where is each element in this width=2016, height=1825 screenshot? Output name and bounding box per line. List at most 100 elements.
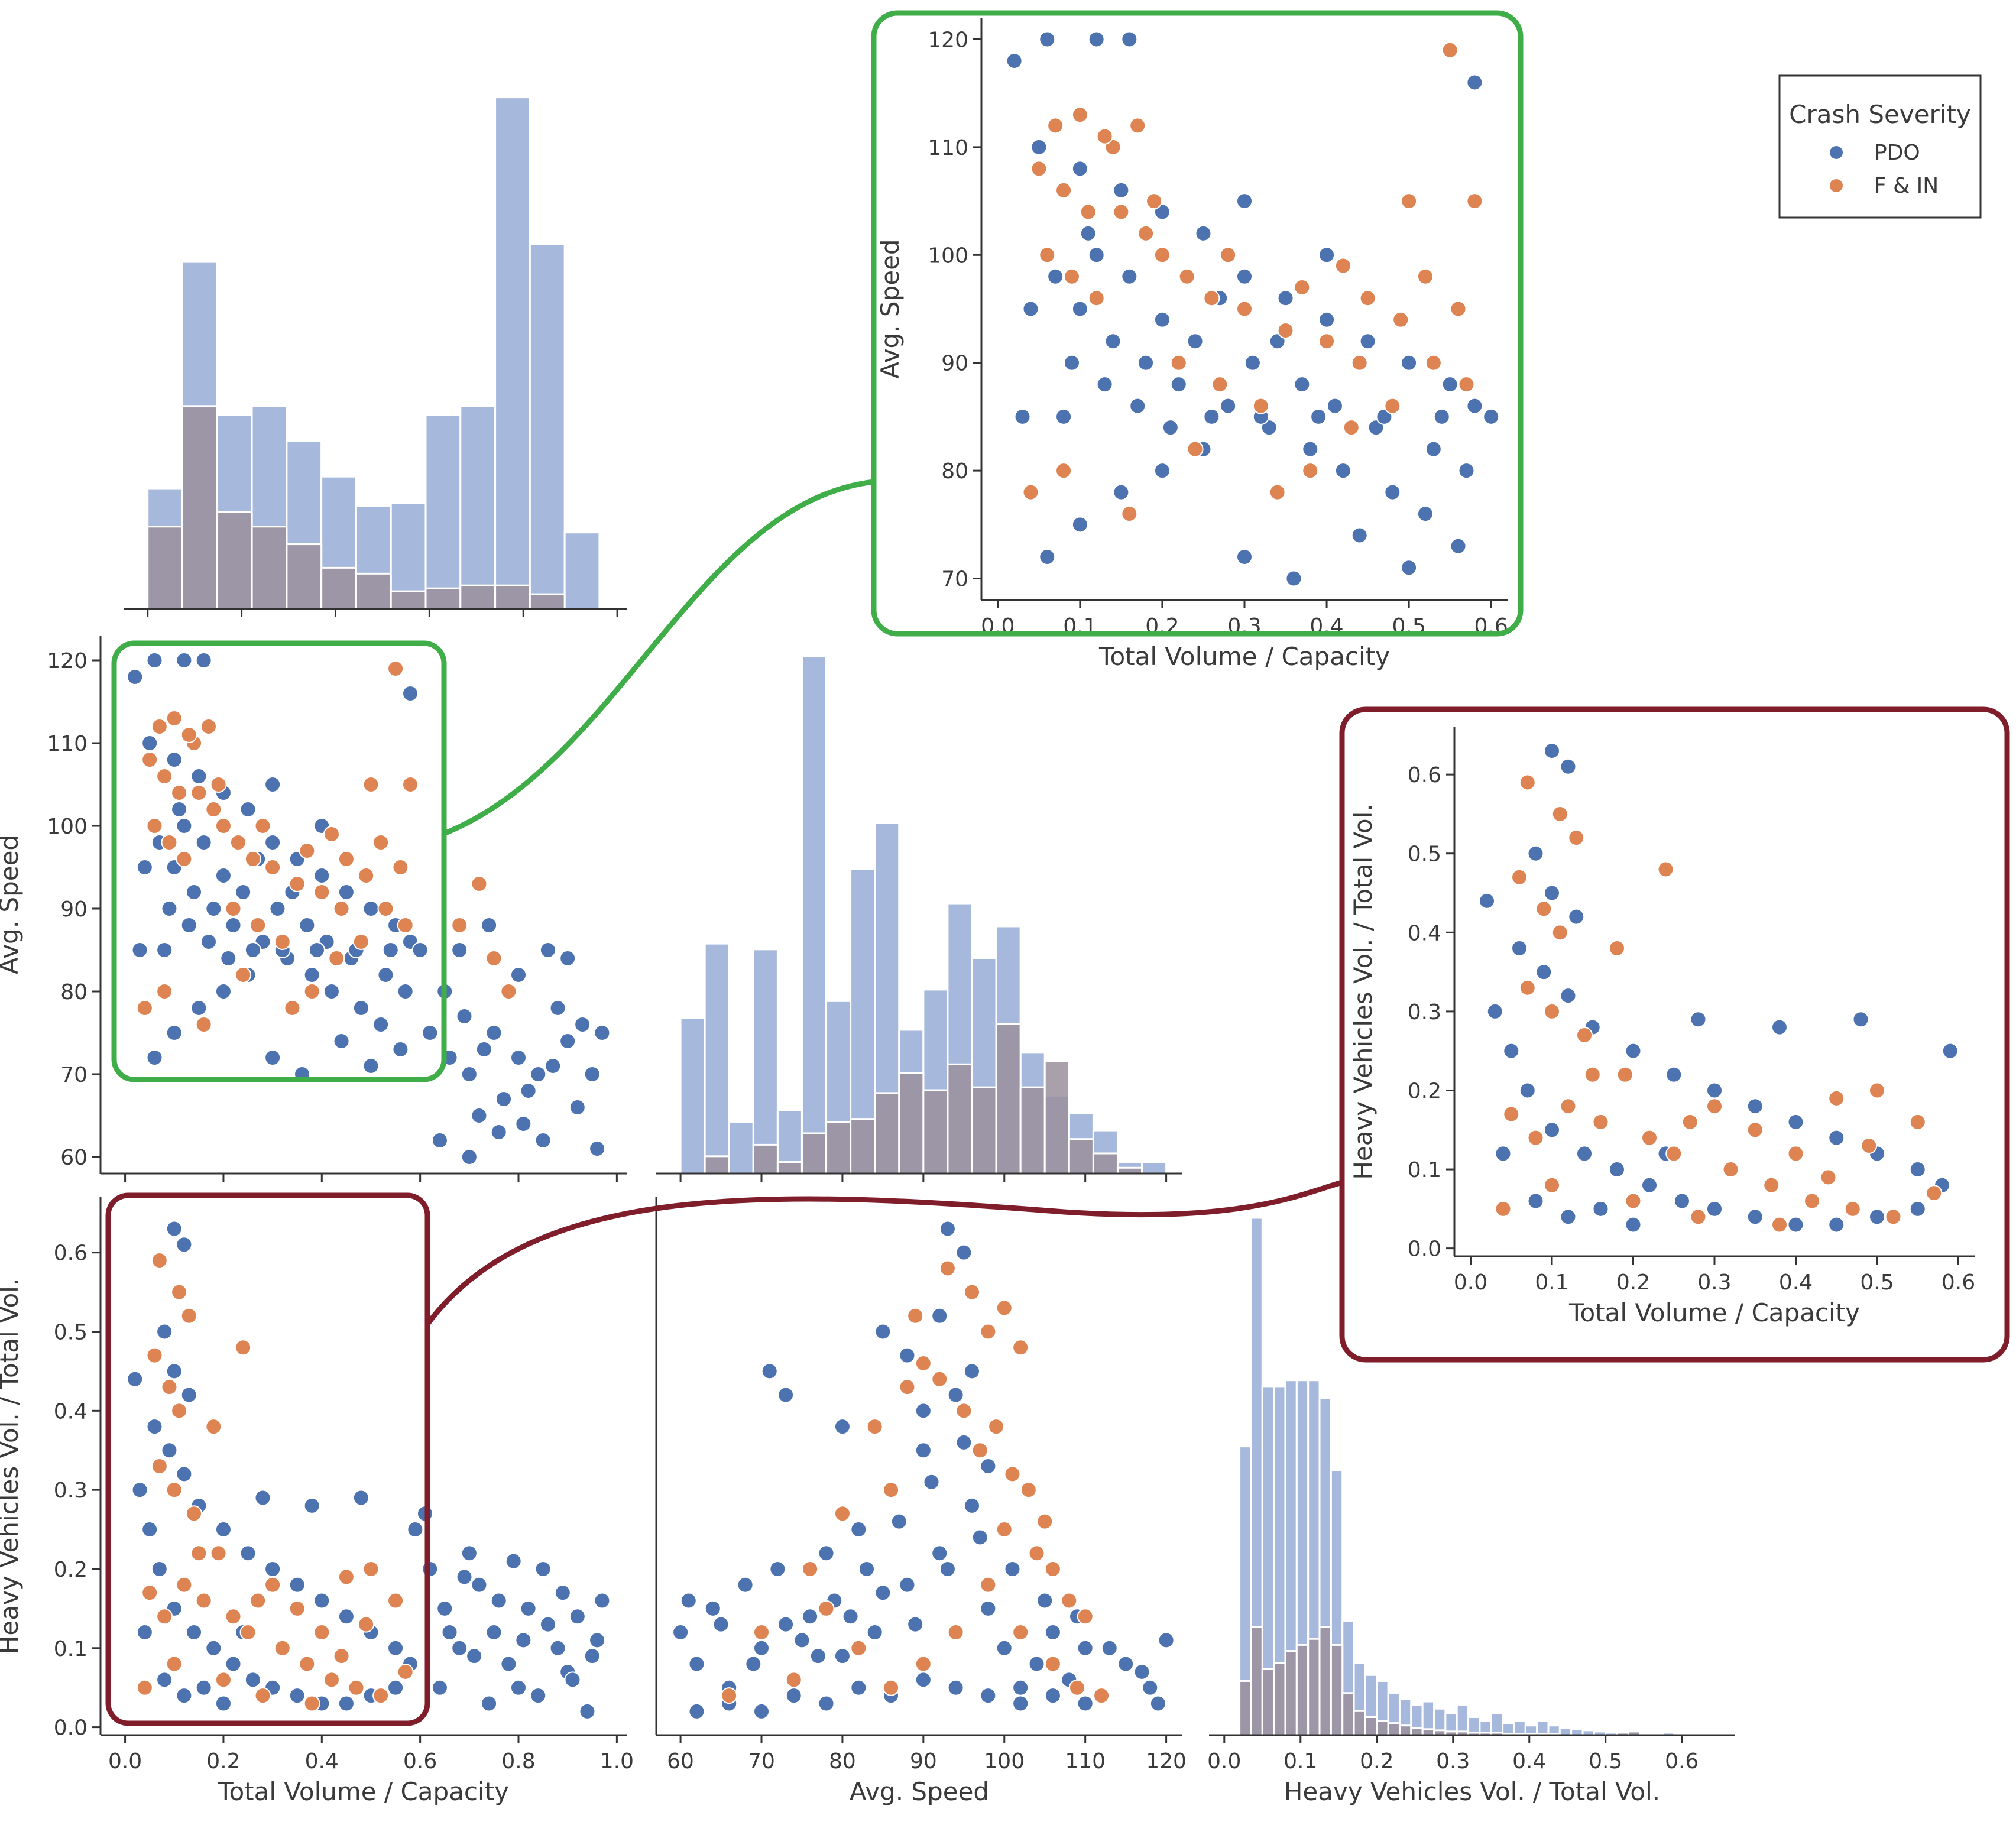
scatter-volcap-speed-fin-point-20 <box>249 917 267 933</box>
scatter-volcap-heavy-fin-point-10 <box>235 1339 252 1356</box>
scatter-volcap-heavy-pdo-point-72 <box>564 1671 581 1688</box>
zoom-volcap-heavy-pdo-point-37 <box>1625 1216 1642 1233</box>
scatter-volcap-heavy-pdo-point-0 <box>166 1220 183 1237</box>
scatter-volcap-speed-fin-point-27 <box>136 1000 153 1016</box>
hist-speed-fin-bar-16 <box>1068 1138 1094 1175</box>
hist-heavy-xtick-label-0: 0.0 <box>1207 1749 1241 1774</box>
scatter-volcap-speed-ytick-label-4: 100 <box>47 815 87 839</box>
legend-marker-fin <box>1830 179 1843 192</box>
scatter-volcap-speed-pdo-point-0 <box>127 669 144 685</box>
legend-title: Crash Severity <box>1789 100 1971 129</box>
zoom-volcap-heavy-pdo-point-12 <box>1746 1098 1764 1115</box>
zoom-volcap-heavy-fin-point-18 <box>1503 1106 1520 1123</box>
zoom-volcap-speed-pdo-point-38 <box>1450 537 1467 555</box>
scatter-speed-heavy-pdo-point-48 <box>915 1671 932 1688</box>
zoom-volcap-speed-pdo-point-12 <box>1359 333 1376 350</box>
hist-speed-fin-bar-10 <box>922 1089 949 1175</box>
scatter-volcap-speed-pdo-point-81 <box>431 1132 448 1149</box>
zoom-volcap-speed-pdo-point-54 <box>1458 462 1475 479</box>
zoom-volcap-speed-fin-point-25 <box>1425 354 1442 371</box>
scatter-volcap-speed-fin-point-30 <box>235 967 252 983</box>
zoom-volcap-speed-fin-point-33 <box>1417 268 1434 285</box>
zoom-volcap-speed-fin-point-32 <box>1351 354 1368 371</box>
zoom-volcap-heavy-pdo-point-22 <box>1576 1145 1593 1162</box>
scatter-volcap-heavy-pdo-point-23 <box>205 1639 222 1657</box>
scatter-volcap-speed-fin-point-28 <box>156 983 173 1000</box>
scatter-volcap-speed-fin-point-47 <box>485 950 503 967</box>
scatter-volcap-speed-pdo-point-94 <box>544 1058 562 1074</box>
zoom-volcap-speed-pdo-point-21 <box>1137 354 1155 371</box>
zoom-volcap-heavy-ytick-label-5: 0.5 <box>1408 842 1441 867</box>
hist-heavy-fin-bar-8 <box>1330 1644 1344 1736</box>
zoom-volcap-heavy-pdo-point-27 <box>1746 1208 1764 1226</box>
scatter-volcap-speed-fin-point-4 <box>200 718 217 735</box>
hist-volcap-panel <box>124 96 627 617</box>
scatter-speed-heavy-fin-point-15 <box>996 1521 1013 1538</box>
scatter-volcap-speed-fin-point-19 <box>225 900 242 917</box>
scatter-volcap-speed-fin-point-11 <box>338 851 355 867</box>
scatter-volcap-heavy-pdo-point-48 <box>485 1624 503 1641</box>
scatter-volcap-heavy-pdo-point-39 <box>254 1489 271 1506</box>
zoom-volcap-speed-pdo-point-53 <box>1425 440 1442 458</box>
hist-heavy-xtick-label-2: 0.2 <box>1360 1749 1393 1774</box>
scatter-speed-heavy-pdo-point-16 <box>931 1545 948 1562</box>
hist-heavy-xtick-label-1: 0.1 <box>1284 1749 1317 1774</box>
scatter-speed-heavy-pdo-point-59 <box>955 1434 973 1451</box>
scatter-volcap-heavy-fin-point-25 <box>299 1655 316 1672</box>
zoom-volcap-speed-pdo-point-10 <box>1277 290 1294 307</box>
zoom-volcap-speed-fin-point-17 <box>1113 203 1130 221</box>
zoom-volcap-heavy-fin-point-23 <box>1681 1113 1699 1130</box>
scatter-volcap-heavy-fin-point-31 <box>166 1655 183 1672</box>
hist-volcap-fin-bar-2 <box>216 511 253 610</box>
scatter-speed-heavy-pdo-point-46 <box>850 1679 867 1696</box>
scatter-speed-heavy-fin-point-3 <box>1012 1339 1029 1356</box>
scatter-volcap-heavy-pdo-point-46 <box>461 1545 478 1562</box>
legend-label-fin: F & IN <box>1874 174 1939 198</box>
zoom-volcap-heavy-fin-point-1 <box>1551 805 1568 822</box>
scatter-volcap-heavy-pdo-point-64 <box>539 1616 556 1633</box>
scatter-speed-heavy-pdo-point-21 <box>1012 1679 1029 1696</box>
zoom-volcap-heavy-fin-point-36 <box>1861 1137 1878 1154</box>
scatter-volcap-heavy-pdo-point-3 <box>166 1363 183 1380</box>
zoom-volcap-speed-pdo-point-19 <box>1071 300 1088 317</box>
scatter-speed-heavy-fin-point-14 <box>1077 1608 1094 1625</box>
scatter-volcap-heavy-pdo-point-55 <box>569 1608 586 1625</box>
hist-volcap-pdo-bar-12 <box>563 531 601 610</box>
zoom-volcap-heavy-fin-point-38 <box>1665 1145 1683 1162</box>
scatter-volcap-speed-pdo-point-91 <box>475 1041 492 1058</box>
hist-heavy-fin-bar-5 <box>1295 1644 1310 1736</box>
scatter-volcap-speed-pdo-point-29 <box>146 1049 163 1066</box>
zoom-volcap-speed-fin-point-28 <box>1055 462 1072 479</box>
scatter-volcap-speed-pdo-point-87 <box>510 967 527 983</box>
scatter-speed-heavy-pdo-point-34 <box>899 1347 916 1364</box>
scatter-volcap-speed-pdo-point-28 <box>372 1016 390 1033</box>
scatter-volcap-speed-pdo-point-8 <box>239 801 257 818</box>
scatter-volcap-speed-pdo-point-93 <box>515 1116 532 1132</box>
scatter-speed-heavy-pdo-point-43 <box>753 1703 770 1720</box>
scatter-volcap-heavy-fin-point-18 <box>141 1584 158 1602</box>
scatter-volcap-speed-pdo-point-26 <box>323 983 340 1000</box>
hist-heavy-fin-bar-7 <box>1318 1626 1332 1736</box>
scatter-volcap-speed-ytick-label-3: 90 <box>60 897 87 922</box>
scatter-volcap-speed-fin-point-29 <box>195 1016 212 1033</box>
scatter-speed-heavy-fin-point-29 <box>802 1560 819 1577</box>
scatter-volcap-speed-fin-point-26 <box>397 917 414 933</box>
scatter-volcap-speed-fin-point-23 <box>328 950 345 967</box>
zoom-volcap-speed-fin-point-21 <box>1252 397 1269 414</box>
scatter-volcap-heavy-fin-point-16 <box>362 1560 380 1577</box>
scatter-volcap-heavy-fin-point-7 <box>166 1482 183 1499</box>
scatter-speed-heavy-pdo-point-68 <box>939 1560 956 1577</box>
scatter-speed-heavy-pdo-point-38 <box>834 1418 851 1435</box>
highlight-layer <box>105 10 2010 1726</box>
zoom-volcap-speed-fin-point-22 <box>1302 462 1319 479</box>
hist-heavy-xtick-label-5: 0.5 <box>1589 1749 1622 1774</box>
zoom-volcap-speed-fin-point-23 <box>1343 419 1360 436</box>
zoom-volcap-heavy-pdo-point-29 <box>1828 1216 1845 1233</box>
scatter-speed-heavy-fin-point-35 <box>1069 1679 1085 1696</box>
zoom-volcap-heavy-pdo-point-18 <box>1486 1003 1503 1020</box>
scatter-speed-heavy-pdo-point-19 <box>980 1600 997 1617</box>
scatter-volcap-speed-fin-point-39 <box>254 818 271 834</box>
scatter-volcap-heavy-pdo-point-60 <box>530 1687 547 1704</box>
scatter-speed-heavy-pdo-point-22 <box>1028 1655 1045 1672</box>
zoom-volcap-heavy-pdo-point-32 <box>1479 892 1495 909</box>
